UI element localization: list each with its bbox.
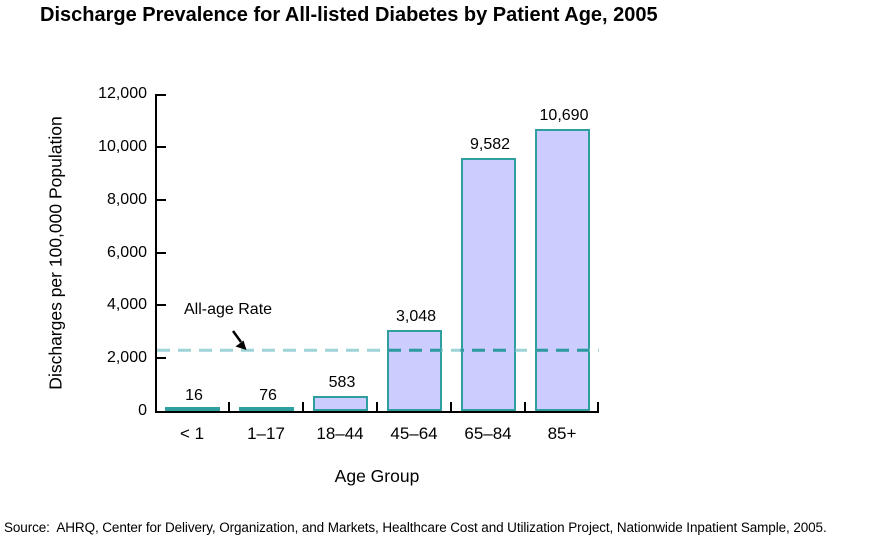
- x-axis-title: Age Group: [334, 466, 420, 486]
- y-tick-label: 8,000: [106, 190, 147, 208]
- x-tick-label: 1–17: [247, 424, 285, 443]
- bar-18–44: [312, 396, 368, 411]
- y-axis-tick: [157, 198, 166, 201]
- x-tick-label: 85+: [547, 424, 577, 443]
- y-axis-tick: [157, 145, 166, 148]
- y-axis-tick: [157, 357, 166, 360]
- bar-1–17: [238, 407, 294, 411]
- y-axis-tick: [157, 94, 166, 96]
- bar-65–84: [460, 158, 516, 411]
- x-axis-tick: [376, 402, 378, 411]
- y-tick-label: 0: [138, 402, 147, 419]
- all-age-rate-label: All-age Rate: [184, 301, 273, 318]
- x-tick-label: < 1: [179, 424, 205, 443]
- x-tick-label: 65–84: [464, 424, 512, 443]
- bar-value-label: 3,048: [395, 308, 437, 325]
- bar-value-label: 10,690: [539, 107, 589, 124]
- x-axis-tick: [302, 402, 304, 411]
- y-tick-label: 12,000: [98, 85, 147, 102]
- reference-line-layer: [157, 330, 599, 352]
- bar-85+: [534, 129, 590, 411]
- y-tick-label: 4,000: [106, 296, 147, 314]
- bar-value-label: 583: [328, 374, 356, 391]
- x-axis-tick: [524, 402, 526, 411]
- bar-value-label: 16: [185, 387, 203, 404]
- all-age-rate-arrow: [231, 330, 247, 350]
- y-axis-tick: [157, 304, 166, 307]
- x-axis-tick: [228, 402, 230, 411]
- x-tick-label: 45–64: [390, 424, 438, 443]
- y-axis-tick: [157, 251, 166, 254]
- bar-45–64: [386, 330, 442, 411]
- x-axis-tick: [450, 402, 452, 411]
- chart-title: Discharge Prevalence for All-listed Diab…: [40, 4, 658, 26]
- bar-value-label: 76: [259, 387, 277, 404]
- bar-value-label: 9,582: [469, 136, 511, 153]
- plot-area: [155, 94, 599, 413]
- source-note: Source: AHRQ, Center for Delivery, Organ…: [4, 520, 827, 535]
- bar-< 1: [164, 407, 220, 411]
- x-axis-tick: [597, 402, 599, 411]
- x-tick-label: 18–44: [316, 424, 364, 443]
- y-tick-label: 2,000: [106, 349, 147, 367]
- y-tick-label: 10,000: [98, 137, 147, 155]
- y-tick-label: 6,000: [106, 243, 147, 261]
